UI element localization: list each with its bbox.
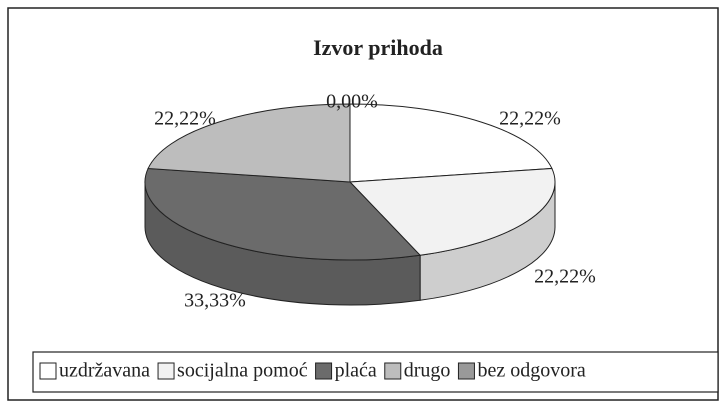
legend-box [32, 351, 719, 393]
slice [348, 167, 556, 256]
slice [349, 103, 553, 183]
chart-title: Izvor prihoda [313, 35, 443, 60]
legend-label: plaća [335, 360, 377, 382]
legend-label: bez odgovora [477, 360, 585, 382]
legend-swatch [157, 362, 175, 380]
legend-swatch [384, 362, 402, 380]
data-label: 22,22% [499, 108, 561, 130]
slice [147, 103, 351, 183]
legend-swatch [39, 362, 57, 380]
data-label: 22,22% [534, 266, 596, 288]
legend-label: drugo [404, 360, 451, 382]
legend-label: socijalna pomoć [177, 360, 308, 382]
slice [144, 167, 422, 261]
legend-swatch [457, 362, 475, 380]
legend-label: uzdržavana [59, 360, 150, 382]
legend-swatch [315, 362, 333, 380]
data-label: 22,22% [154, 108, 216, 130]
data-label: 33,33% [184, 290, 246, 312]
data-label: 0,00% [326, 91, 378, 113]
